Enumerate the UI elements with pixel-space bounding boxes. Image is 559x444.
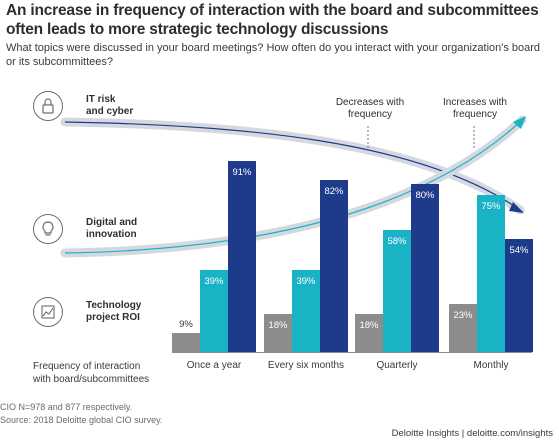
bar-value-label: 91% (232, 166, 252, 178)
decreases-label: Decreases with frequency (335, 97, 405, 120)
bar-it-risk-and-cyber-once-a-year (228, 160, 256, 352)
decreasing-arrowhead (509, 202, 524, 213)
bar-it-risk-and-cyber-quarterly (411, 184, 439, 352)
bar-value-label: 39% (296, 276, 316, 288)
bar-digital-and-innovation-once-a-year (200, 270, 228, 352)
bar-digital-and-innovation-quarterly (383, 230, 411, 352)
chart-subtitle: What topics were discussed in your board… (6, 42, 541, 68)
bar-it-risk-and-cyber-every-six-months (320, 179, 348, 352)
x-tick-label: Quarterly (376, 360, 418, 371)
bar-value-label: 9% (179, 319, 193, 331)
x-axis-baseline (172, 352, 532, 353)
increasing-arrowhead (513, 116, 526, 129)
topic-label-project-roi: Technology project ROI (86, 300, 142, 323)
bar-value-label: 54% (509, 244, 529, 256)
chart-trend-icon (33, 297, 63, 327)
bar-value-label: 18% (268, 320, 288, 332)
sample-note: CIO N=978 and 877 respectively. (0, 402, 133, 412)
bar-value-label: 75% (481, 200, 501, 212)
source-note: Source: 2018 Deloitte global CIO survey. (0, 415, 163, 425)
decreasing-trend-line (64, 121, 521, 211)
chart-title: An increase in frequency of interaction … (6, 2, 539, 38)
footer-credit: Deloitte Insights | deloitte.com/insight… (391, 428, 553, 439)
bar-value-label: 18% (359, 320, 379, 332)
x-tick-label: Every six months (267, 360, 345, 371)
bar-technology-project-roi-once-a-year (172, 333, 200, 352)
x-tick-label: Once a year (186, 360, 242, 371)
bar-digital-and-innovation-monthly (477, 194, 505, 352)
increases-label: Increases with frequency (443, 97, 507, 120)
lock-icon (33, 91, 63, 121)
bar-technology-project-roi-every-six-months (264, 314, 292, 352)
bar-value-label: 80% (415, 190, 435, 201)
topic-label-digital: Digital and innovation (86, 217, 138, 240)
bar-value-label: 23% (453, 309, 473, 321)
x-tick-label: Monthly (473, 360, 509, 371)
x-axis-title: Frequency of interaction with board/subco… (33, 361, 150, 385)
bar-value-label: 39% (204, 276, 224, 288)
bar-digital-and-innovation-every-six-months (292, 270, 320, 352)
bar-value-label: 82% (324, 185, 344, 197)
lightbulb-icon (33, 214, 63, 244)
bar-technology-project-roi-quarterly (355, 314, 383, 352)
bar-technology-project-roi-monthly (449, 303, 477, 352)
topic-label-it-risk: IT risk and cyber (86, 94, 134, 117)
bar-value-label: 58% (387, 236, 407, 248)
bar-it-risk-and-cyber-monthly (505, 238, 533, 352)
